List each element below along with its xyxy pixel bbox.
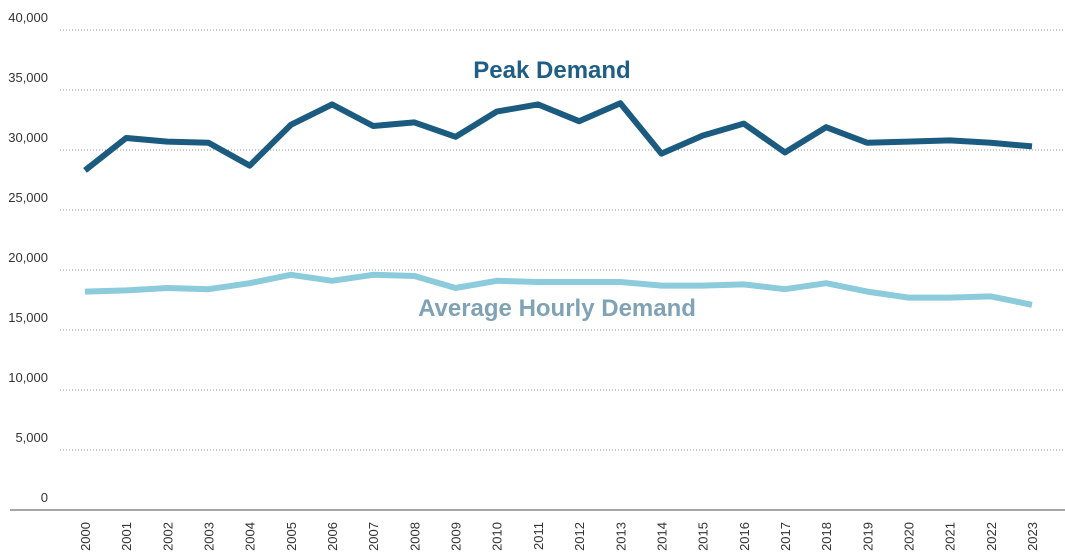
- x-tick-label: 2019: [860, 522, 875, 551]
- x-tick-label: 2022: [984, 522, 999, 551]
- x-tick-label: 2003: [202, 522, 217, 551]
- x-tick-label: 2000: [78, 522, 93, 551]
- x-tick-label: 2007: [366, 522, 381, 551]
- x-tick-label: 2005: [284, 522, 299, 551]
- x-tick-label: 2020: [901, 522, 916, 551]
- x-tick-label: 2018: [819, 522, 834, 551]
- x-tick-label: 2002: [160, 522, 175, 551]
- x-tick-label: 2015: [696, 522, 711, 551]
- series-label: Average Hourly Demand: [418, 295, 696, 322]
- y-tick-label: 40,000: [8, 10, 48, 25]
- x-tick-label: 2001: [119, 522, 134, 551]
- y-tick-label: 30,000: [8, 130, 48, 145]
- x-tick-label: 2009: [449, 522, 464, 551]
- series-line: [84, 271, 1033, 308]
- series-label: Peak Demand: [473, 57, 630, 84]
- y-tick-label: 10,000: [8, 370, 48, 385]
- x-tick-label: 2016: [737, 522, 752, 551]
- y-tick-label: 35,000: [8, 70, 48, 85]
- y-tick-label: 5,000: [15, 430, 48, 445]
- y-tick-label: 0: [41, 490, 48, 505]
- x-tick-label: 2023: [1025, 522, 1040, 551]
- x-tick-label: 2017: [778, 522, 793, 551]
- y-tick-label: 25,000: [8, 190, 48, 205]
- y-tick-label: 15,000: [8, 310, 48, 325]
- y-tick-label: 20,000: [8, 250, 48, 265]
- x-tick-label: 2011: [531, 522, 546, 550]
- x-tick-label: 2010: [490, 522, 505, 551]
- x-tick-label: 2021: [943, 522, 958, 551]
- x-tick-label: 2006: [325, 522, 340, 551]
- x-tick-label: 2008: [407, 522, 422, 551]
- series-line: [83, 100, 1033, 173]
- x-tick-label: 2004: [243, 522, 258, 551]
- x-tick-label: 2014: [654, 522, 669, 551]
- x-tick-label: 2012: [572, 522, 587, 551]
- x-tick-label: 2013: [613, 522, 628, 551]
